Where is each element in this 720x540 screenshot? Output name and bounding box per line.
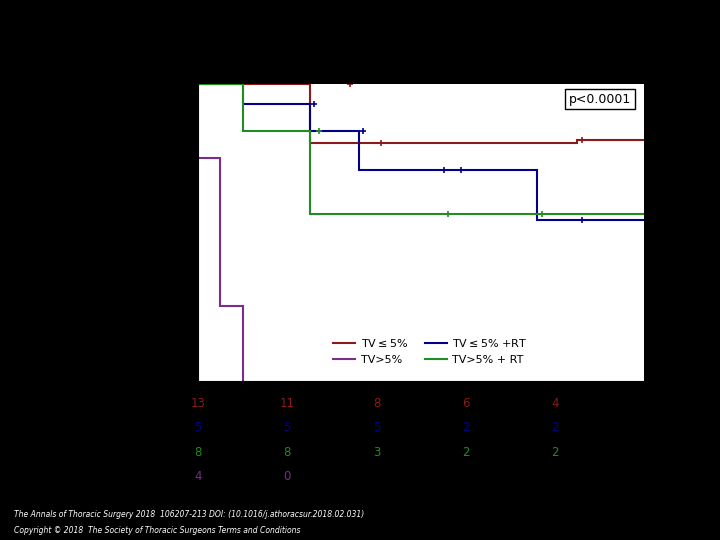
Text: 2: 2	[552, 446, 559, 459]
Text: 8: 8	[373, 397, 380, 410]
Text: 13: 13	[191, 397, 205, 410]
Text: 0: 0	[284, 470, 291, 483]
Text: patients at risk  :: patients at risk :	[91, 399, 180, 409]
Text: 2: 2	[552, 421, 559, 435]
Y-axis label: Overall survival (%): Overall survival (%)	[149, 171, 162, 294]
Text: 5: 5	[194, 421, 202, 435]
Text: 4: 4	[552, 397, 559, 410]
Text: 3: 3	[373, 446, 380, 459]
Text: Copyright © 2018  The Society of Thoracic Surgeons Terms and Conditions: Copyright © 2018 The Society of Thoracic…	[14, 525, 301, 535]
Text: The Annals of Thoracic Surgery 2018  106207-213 DOI: (10.1016/j.athoracsur.2018.: The Annals of Thoracic Surgery 2018 1062…	[14, 510, 364, 519]
Text: 5: 5	[284, 421, 291, 435]
Text: 11: 11	[280, 397, 294, 410]
Text: 4: 4	[194, 470, 202, 483]
Text: Fig 4: Fig 4	[343, 24, 377, 38]
X-axis label: Time (years): Time (years)	[382, 406, 461, 419]
Text: 6: 6	[462, 397, 469, 410]
Text: 2: 2	[462, 446, 469, 459]
Text: p<0.0001: p<0.0001	[569, 93, 631, 106]
Text: 5: 5	[373, 421, 380, 435]
Legend: TV$\leq$5%, TV>5%, TV$\leq$5% +RT, TV>5% + RT: TV$\leq$5%, TV>5%, TV$\leq$5% +RT, TV>5%…	[328, 333, 532, 369]
Text: 8: 8	[194, 446, 202, 459]
Text: 2: 2	[462, 421, 469, 435]
Text: 8: 8	[284, 446, 291, 459]
